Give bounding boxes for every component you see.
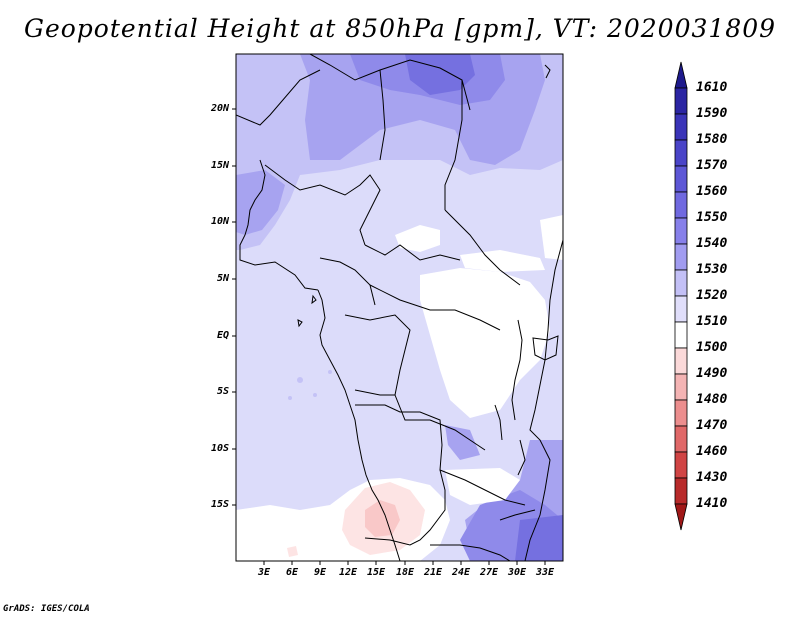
grads-credit: GrADS: IGES/COLA: [3, 604, 90, 614]
lon-label-12e: 12E: [338, 567, 358, 578]
map-frame: [235, 53, 564, 562]
lat-label-15n: 15N: [210, 160, 229, 171]
lat-label-15s: 15S: [210, 499, 229, 510]
colorbar-label: 1610: [696, 80, 728, 95]
colorbar-segment: [674, 165, 688, 193]
lon-label-18e: 18E: [395, 567, 415, 578]
colorbar-label: 1460: [696, 444, 728, 459]
colorbar-label: 1470: [696, 418, 728, 433]
colorbar: [674, 61, 688, 531]
colorbar-segment: [674, 503, 688, 531]
colorbar-label: 1590: [696, 106, 728, 121]
lat-label-10s: 10S: [210, 443, 229, 454]
colorbar-label: 1500: [696, 340, 728, 355]
colorbar-label: 1480: [696, 392, 728, 407]
lon-label-3e: 3E: [257, 567, 271, 578]
colorbar-segment: [674, 269, 688, 297]
lon-label-21e: 21E: [423, 567, 443, 578]
colorbar-segment: [674, 451, 688, 479]
colorbar-segment: [674, 295, 688, 323]
colorbar-segment: [674, 217, 688, 245]
colorbar-label: 1490: [696, 366, 728, 381]
colorbar-segment: [674, 113, 688, 141]
colorbar-segment: [674, 191, 688, 219]
colorbar-segment: [674, 399, 688, 427]
map-title: Geopotential Height at 850hPa [gpm], VT:…: [23, 14, 777, 43]
axis-ticks: [232, 108, 546, 565]
lon-label-30e: 30E: [507, 567, 527, 578]
height-field: [236, 54, 563, 561]
colorbar-segment: [674, 243, 688, 271]
colorbar-segment: [674, 321, 688, 349]
colorbar-label: 1530: [696, 262, 728, 277]
country-borders: [236, 54, 563, 561]
lat-label-5s: 5S: [216, 386, 229, 397]
lon-label-9e: 9E: [313, 567, 327, 578]
lat-label-5n: 5N: [216, 273, 229, 284]
lon-label-15e: 15E: [366, 567, 386, 578]
lon-label-33e: 33E: [535, 567, 555, 578]
colorbar-label: 1570: [696, 158, 728, 173]
colorbar-label: 1520: [696, 288, 728, 303]
colorbar-segment: [674, 347, 688, 375]
colorbar-segment: [674, 425, 688, 453]
lon-label-6e: 6E: [285, 567, 299, 578]
colorbar-label: 1430: [696, 470, 728, 485]
lon-label-24e: 24E: [451, 567, 471, 578]
colorbar-label: 1550: [696, 210, 728, 225]
colorbar-segment: [674, 373, 688, 401]
colorbar-segment: [674, 139, 688, 167]
colorbar-label: 1560: [696, 184, 728, 199]
lon-label-27e: 27E: [479, 567, 499, 578]
colorbar-segment: [674, 87, 688, 115]
lat-label-eq: EQ: [216, 330, 229, 341]
colorbar-label: 1540: [696, 236, 728, 251]
colorbar-segment: [674, 61, 688, 89]
lat-label-10n: 10N: [210, 216, 229, 227]
colorbar-label: 1510: [696, 314, 728, 329]
lat-label-20n: 20N: [210, 103, 229, 114]
colorbar-label: 1580: [696, 132, 728, 147]
colorbar-label: 1410: [696, 496, 728, 511]
colorbar-segment: [674, 477, 688, 505]
